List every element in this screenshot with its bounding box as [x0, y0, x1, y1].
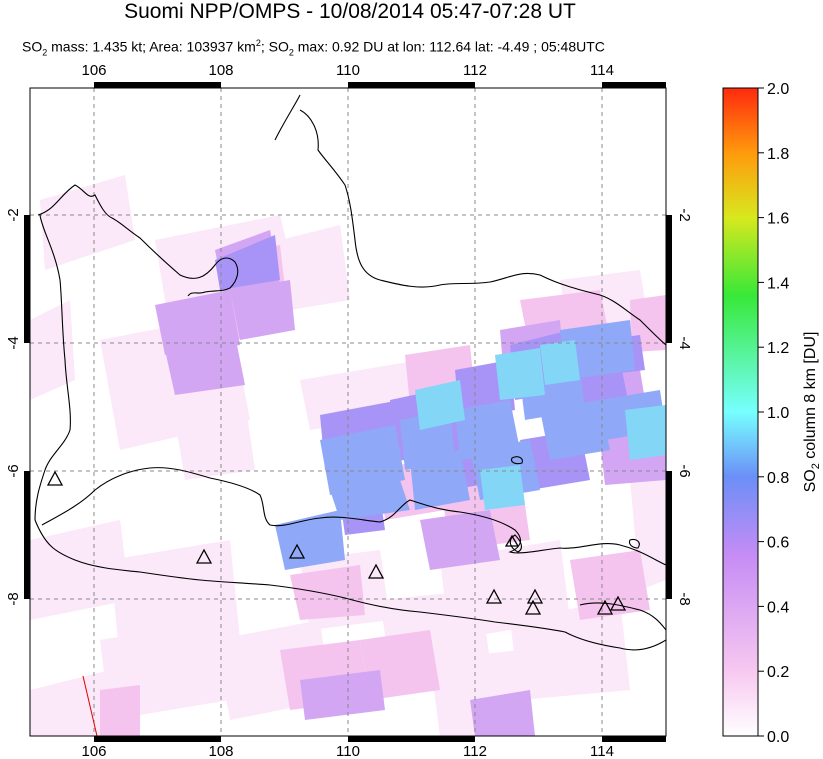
colorbar-tick-label: 2.0	[767, 81, 789, 98]
lat-label-right: -2	[676, 208, 693, 221]
lat-label-right: -8	[676, 592, 693, 605]
colorbar-tick-label: 0.2	[767, 664, 789, 681]
so2-summary-sub: 2	[42, 47, 48, 58]
colorbar-tick-label: 1.0	[767, 405, 789, 422]
lat-label-left: -6	[5, 464, 22, 477]
colorbar-tick-label: 0.0	[767, 729, 789, 746]
lon-label-top: 112	[463, 62, 487, 79]
volcano-icon	[526, 588, 544, 604]
volcano-icon	[288, 543, 306, 559]
swath-cyan	[415, 340, 666, 510]
colorbar-ticks	[758, 87, 764, 737]
so2-pixel-layer	[30, 175, 666, 736]
colorbar-label-sub: 2	[810, 463, 822, 469]
lat-label-left: -4	[5, 336, 22, 349]
colorbar-label-part: column 8 km [DU]	[802, 332, 819, 464]
colorbar-label-part: SO	[802, 469, 819, 492]
lon-label-top: 106	[81, 62, 106, 79]
lat-label-left: -2	[5, 208, 22, 221]
lon-label-bottom: 112	[463, 743, 487, 759]
colorbar-tick-label: 1.4	[767, 275, 789, 292]
volcano-icon	[485, 588, 503, 604]
colorbar-tick-label: 0.6	[767, 535, 789, 552]
so2-summary: SO2 mass: 1.435 kt; Area: 103937 km2; SO…	[22, 34, 605, 61]
overpass-line	[82, 675, 98, 737]
lat-label-right: -4	[676, 336, 693, 349]
lon-label-top: 114	[590, 62, 614, 79]
volcano-markers	[46, 470, 627, 615]
volcano-icon	[46, 470, 64, 486]
map-title: Suomi NPP/OMPS - 10/08/2014 05:47-07:28 …	[124, 0, 576, 23]
lon-label-bottom: 106	[81, 743, 106, 759]
colorbar	[722, 87, 759, 737]
map-border-bars	[24, 82, 672, 742]
graticule	[30, 88, 666, 736]
so2-max-text: max: 0.92 DU at lon: 112.64 lat: -4.49 ;…	[293, 38, 605, 55]
lat-label-right: -6	[676, 464, 693, 477]
lon-label-top: 110	[336, 62, 360, 79]
coastlines	[34, 94, 666, 651]
colorbar-tick-label: 1.6	[767, 211, 789, 228]
lon-label-bottom: 114	[590, 743, 614, 759]
lon-label-top: 108	[208, 62, 233, 79]
volcano-icon	[609, 595, 627, 611]
so2-max-sub: 2	[288, 47, 294, 58]
lon-label-bottom: 108	[208, 743, 233, 759]
volcano-icon	[596, 599, 614, 615]
colorbar-tick-label: 0.8	[767, 470, 789, 487]
colorbar-tick-label: 1.8	[767, 146, 789, 163]
swath-blue	[275, 320, 666, 570]
so2-summary-prefix: SO	[22, 38, 43, 55]
lat-label-left: -8	[5, 592, 22, 605]
colorbar-label: SO2 column 8 km [DU]	[802, 332, 822, 493]
so2-max-prefix: ; SO	[260, 38, 289, 55]
colorbar-tick-label: 1.2	[767, 340, 789, 357]
so2-mass-area: mass: 1.435 kt; Area: 103937 km	[47, 38, 256, 55]
colorbar-tick-label: 0.4	[767, 599, 789, 616]
volcano-icon	[504, 534, 520, 547]
volcano-icon	[524, 599, 542, 615]
volcano-icon	[367, 563, 385, 579]
lon-label-bottom: 110	[336, 743, 360, 759]
volcano-icon	[195, 548, 213, 564]
area-unit-sup: 2	[255, 38, 261, 48]
